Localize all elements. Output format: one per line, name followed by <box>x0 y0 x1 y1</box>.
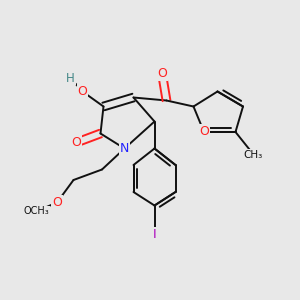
Text: O: O <box>52 196 62 209</box>
Text: OCH₃: OCH₃ <box>23 206 49 217</box>
Text: O: O <box>72 136 81 149</box>
Text: CH₃: CH₃ <box>244 149 263 160</box>
Text: N: N <box>120 142 129 155</box>
Text: O: O <box>78 85 87 98</box>
Text: O: O <box>199 125 209 139</box>
Text: I: I <box>153 227 156 241</box>
Text: O: O <box>157 67 167 80</box>
Text: H: H <box>66 71 75 85</box>
